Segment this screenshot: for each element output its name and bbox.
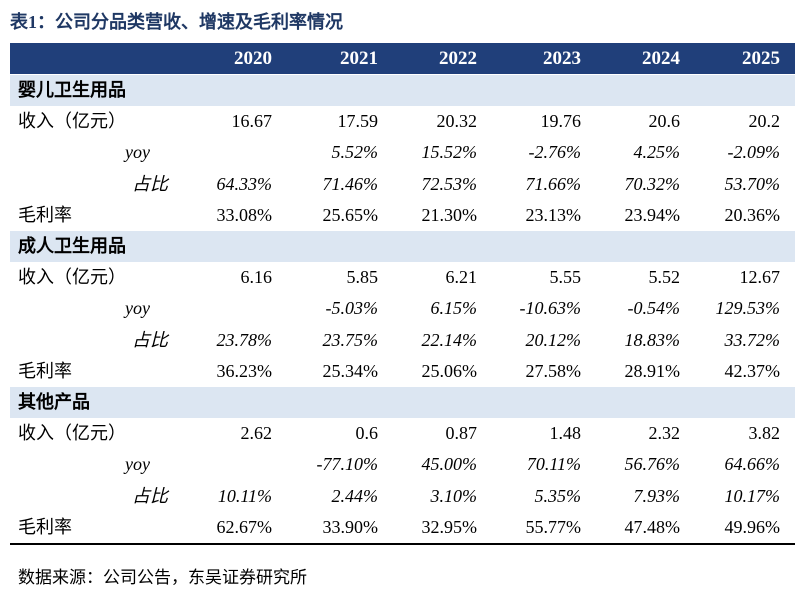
cell: 28.91%	[624, 360, 681, 381]
header-row	[10, 43, 795, 74]
section-name: 其他产品	[18, 392, 90, 412]
cell: 16.67	[231, 111, 273, 132]
cell: 71.66%	[525, 173, 582, 194]
row-label: yoy	[125, 142, 150, 163]
cell: 20.6	[648, 111, 681, 132]
cell: 2.62	[240, 423, 273, 444]
row-label: yoy	[125, 454, 150, 475]
column-header: 2025	[742, 48, 780, 69]
cell: 7.93%	[633, 485, 681, 506]
table-title: 表1：公司分品类营收、增速及毛利率情况	[10, 12, 343, 32]
cell: 23.13%	[525, 204, 582, 225]
section-row	[10, 231, 795, 262]
cell: 32.95%	[421, 516, 478, 537]
column-header: 2024	[642, 48, 680, 69]
cell: 1.48	[549, 423, 582, 444]
cell: 3.10%	[430, 485, 478, 506]
cell: 5.52%	[331, 142, 379, 163]
cell: 71.46%	[322, 173, 379, 194]
cell: 70.32%	[624, 173, 681, 194]
cell: -10.63%	[519, 298, 582, 319]
row-label: 占比	[132, 485, 168, 506]
cell: 33.90%	[322, 516, 379, 537]
cell: 18.83%	[624, 329, 681, 350]
cell: -2.09%	[727, 142, 781, 163]
cell: 5.35%	[534, 485, 582, 506]
row-label: 毛利率	[18, 516, 72, 537]
column-header: 2020	[234, 48, 272, 69]
cell: 23.78%	[216, 329, 273, 350]
cell: 129.53%	[715, 298, 781, 319]
column-header: 2023	[543, 48, 581, 69]
section-row	[10, 75, 795, 106]
cell: 33.72%	[724, 329, 781, 350]
section-name: 婴儿卫生用品	[18, 80, 126, 100]
cell: 72.53%	[421, 173, 478, 194]
cell: 27.58%	[525, 360, 582, 381]
cell: 10.11%	[217, 485, 272, 506]
cell: 23.94%	[624, 204, 681, 225]
section-name: 成人卫生用品	[18, 236, 126, 256]
cell: 25.65%	[322, 204, 379, 225]
cell: 21.30%	[421, 204, 478, 225]
cell: 20.2	[748, 111, 781, 132]
column-header: 2022	[439, 48, 477, 69]
cell: 20.36%	[724, 204, 781, 225]
cell: 20.32	[436, 111, 478, 132]
row-label: 收入（亿元）	[18, 111, 126, 132]
cell: 12.67	[739, 267, 781, 288]
cell: 36.23%	[216, 360, 273, 381]
cell: 62.67%	[216, 516, 273, 537]
cell: 53.70%	[724, 173, 781, 194]
row-label: 毛利率	[18, 360, 72, 381]
row-label: yoy	[125, 298, 150, 319]
row-label: 收入（亿元）	[18, 267, 126, 288]
cell: 22.14%	[421, 329, 478, 350]
cell: 2.32	[648, 423, 681, 444]
section-row	[10, 387, 795, 418]
cell: 10.17%	[724, 485, 781, 506]
row-label: 收入（亿元）	[18, 423, 126, 444]
cell: 6.21	[445, 267, 478, 288]
row-label: 占比	[132, 173, 168, 194]
source-note: 数据来源：公司公告，东吴证券研究所	[18, 568, 307, 587]
cell: 15.52%	[421, 142, 478, 163]
cell: 56.76%	[624, 454, 681, 475]
cell: -77.10%	[316, 454, 379, 475]
cell: 23.75%	[322, 329, 379, 350]
cell: 0.87	[445, 423, 478, 444]
cell: 20.12%	[525, 329, 582, 350]
cell: 5.85	[346, 267, 379, 288]
cell: 3.82	[748, 423, 781, 444]
cell: 5.55	[549, 267, 582, 288]
cell: 25.34%	[322, 360, 379, 381]
cell: 64.33%	[216, 173, 273, 194]
cell: 33.08%	[216, 204, 273, 225]
cell: 55.77%	[525, 516, 582, 537]
cell: 25.06%	[421, 360, 478, 381]
cell: 0.6	[355, 423, 379, 444]
cell: 4.25%	[633, 142, 681, 163]
cell: 5.52	[648, 267, 681, 288]
column-header: 2021	[340, 48, 378, 69]
cell: 19.76	[540, 111, 582, 132]
cell: 49.96%	[724, 516, 781, 537]
cell: 64.66%	[724, 454, 781, 475]
cell: 47.48%	[624, 516, 681, 537]
cell: 6.15%	[430, 298, 478, 319]
cell: -2.76%	[528, 142, 582, 163]
cell: 42.37%	[724, 360, 781, 381]
cell: -5.03%	[325, 298, 379, 319]
row-label: 毛利率	[18, 204, 72, 225]
bottom-rule	[10, 543, 795, 545]
cell: 6.16	[240, 267, 273, 288]
cell: -0.54%	[627, 298, 681, 319]
row-label: 占比	[132, 329, 168, 350]
cell: 17.59	[337, 111, 379, 132]
cell: 2.44%	[331, 485, 379, 506]
cell: 70.11%	[526, 454, 581, 475]
cell: 45.00%	[421, 454, 478, 475]
